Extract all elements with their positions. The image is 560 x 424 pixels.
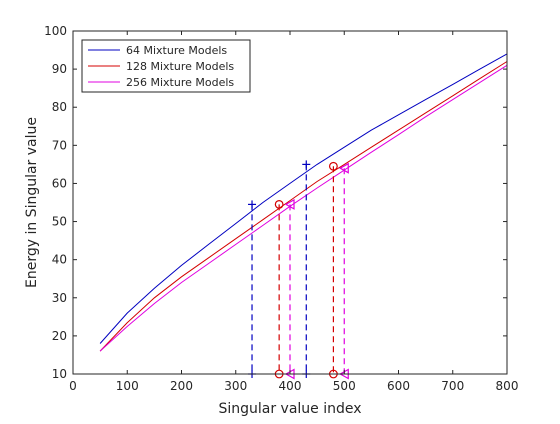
y-tick-label-3: 40: [52, 253, 67, 267]
series-line-1: [99, 61, 508, 352]
y-tick-label-6: 70: [52, 138, 67, 152]
y-tick-label-0: 10: [52, 367, 67, 381]
x-tick-label-7: 700: [441, 379, 464, 393]
x-tick-label-0: 0: [69, 379, 77, 393]
x-tick-label-8: 800: [496, 379, 519, 393]
legend-label-1: 128 Mixture Models: [126, 60, 234, 73]
series-line-2: [99, 64, 508, 352]
x-tick-label-5: 500: [333, 379, 356, 393]
y-tick-label-2: 30: [52, 291, 67, 305]
marker-5-curve: [339, 162, 349, 174]
x-axis: 0 100 200 300 400 500 600 700 800: [69, 31, 518, 393]
marker-3-curve: [329, 161, 338, 171]
x-tick-label-2: 200: [170, 379, 193, 393]
y-tick-label-8: 90: [52, 62, 67, 76]
x-tick-label-4: 400: [279, 379, 302, 393]
legend-label-0: 64 Mixture Models: [126, 44, 227, 57]
y-axis-label: Energy in Singular value: [24, 117, 40, 288]
y-tick-label-7: 80: [52, 100, 67, 114]
legend: 64 Mixture Models 128 Mixture Models 256 M…: [81, 39, 251, 93]
legend-label-2: 256 Mixture Models: [126, 76, 234, 89]
marker-4-curve: [284, 198, 295, 210]
series-line-0: [99, 53, 508, 344]
x-tick-label-6: 600: [387, 379, 410, 393]
series-lines: [99, 53, 508, 352]
x-tick-label-1: 100: [116, 379, 139, 393]
y-axis: 10 20 30 40 50 60 70 80 90 100: [44, 24, 507, 381]
marker-1-curve: [302, 160, 311, 169]
y-tick-label-4: 50: [52, 215, 67, 229]
drop-lines: [251, 164, 345, 374]
x-axis-label: Singular value index: [218, 401, 361, 417]
marker-2-curve: [274, 200, 284, 209]
x-tick-label-3: 300: [224, 379, 247, 393]
y-tick-label-1: 20: [52, 329, 67, 343]
y-tick-label-5: 60: [52, 176, 67, 190]
y-tick-label-9: 100: [44, 24, 67, 38]
marker-0-curve: [248, 200, 257, 209]
